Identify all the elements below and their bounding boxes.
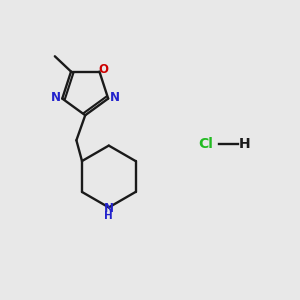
Text: N: N (51, 92, 61, 104)
Text: H: H (104, 211, 113, 221)
Text: O: O (98, 63, 108, 76)
Text: N: N (104, 202, 114, 214)
Text: H: H (239, 137, 250, 151)
Text: Cl: Cl (199, 137, 213, 151)
Text: N: N (110, 92, 120, 104)
